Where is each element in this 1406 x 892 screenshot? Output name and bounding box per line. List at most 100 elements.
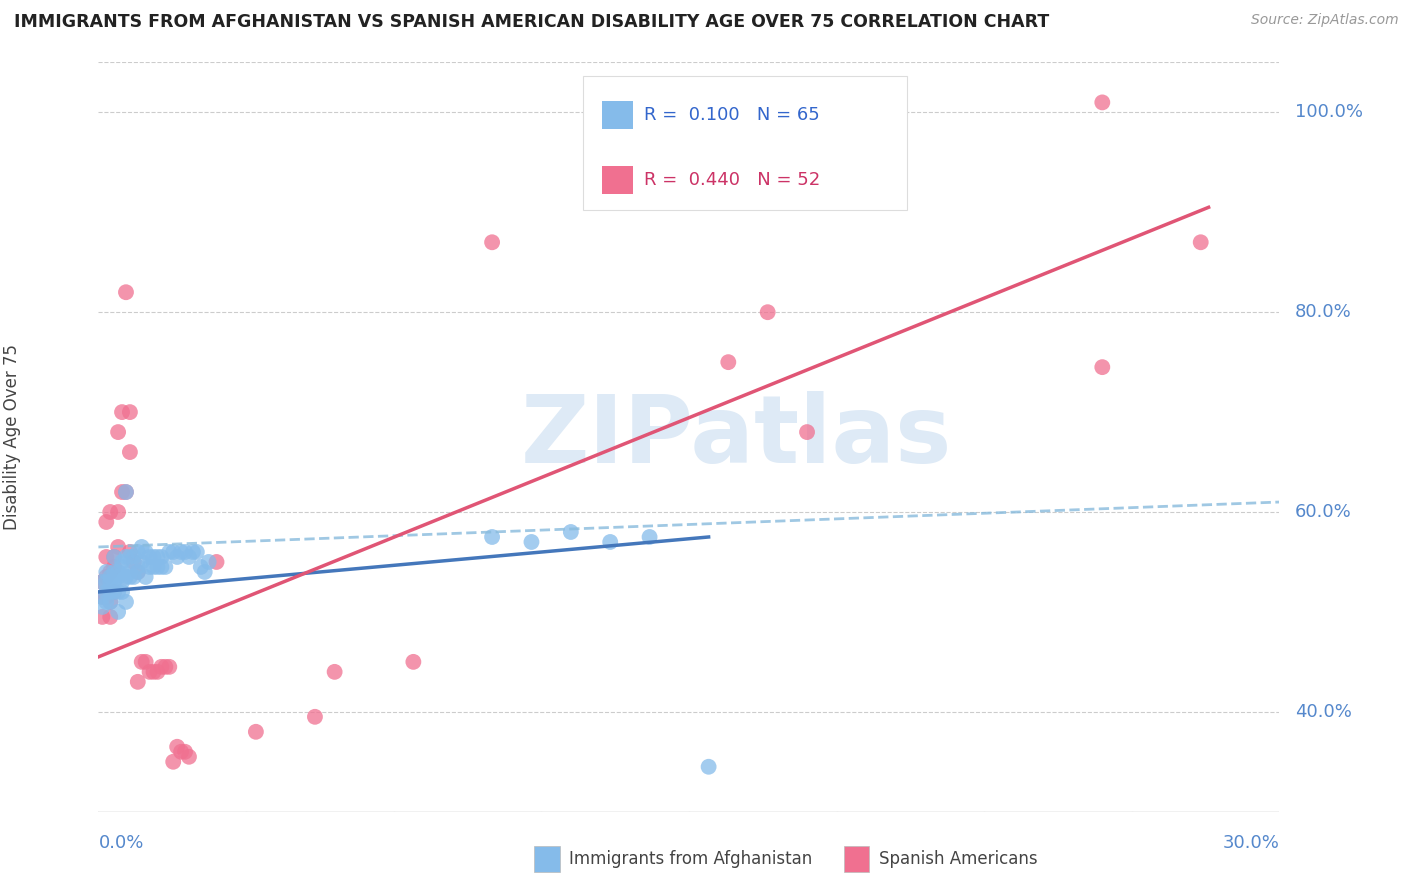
Point [107,540,129,554]
Point [115,570,138,584]
Point [96,515,118,529]
Point [157,660,180,674]
Text: 80.0%: 80.0% [1295,303,1353,321]
Point [138,549,160,564]
Point [103,549,125,564]
Point [96,585,118,599]
Point [111,485,134,500]
Point [115,285,138,300]
Point [131,655,153,669]
Point [103,585,125,599]
Point [170,745,193,759]
Point [174,545,197,559]
Point [157,545,180,559]
Point [91,574,114,589]
Point [96,574,118,589]
Point [638,530,661,544]
Point [135,570,157,584]
Point [127,674,149,689]
Point [304,710,326,724]
Point [150,660,173,674]
Point [98,505,121,519]
Point [131,540,153,554]
Point [98,570,121,584]
Point [402,655,425,669]
Point [118,565,141,579]
Point [122,570,145,584]
Point [118,545,141,559]
Point [162,755,184,769]
Point [135,545,157,559]
Point [142,665,165,679]
Point [91,574,114,589]
Point [115,595,138,609]
Point [146,549,169,564]
Point [107,505,129,519]
Point [118,445,141,459]
Point [245,724,267,739]
Point [481,235,503,250]
Point [131,555,153,569]
Point [205,555,228,569]
Point [96,595,118,609]
Point [127,565,149,579]
Point [98,595,121,609]
Point [323,665,346,679]
Point [98,585,121,599]
Point [560,524,582,539]
Point [127,545,149,559]
Point [122,549,145,564]
Text: 30.0%: 30.0% [1223,834,1279,852]
Point [111,405,134,419]
Point [91,590,114,604]
Text: 60.0%: 60.0% [1295,503,1353,521]
Point [481,530,503,544]
Point [127,565,149,579]
Point [103,549,125,564]
Text: Spanish Americans: Spanish Americans [879,850,1038,868]
Point [162,545,184,559]
Point [103,560,125,574]
Point [150,560,173,574]
Point [177,749,200,764]
Point [96,590,118,604]
Point [155,560,177,574]
Point [96,570,118,584]
Point [98,610,121,624]
Point [115,485,138,500]
Point [599,535,621,549]
Point [96,565,118,579]
Point [98,595,121,609]
Text: Immigrants from Afghanistan: Immigrants from Afghanistan [569,850,813,868]
Point [186,545,208,559]
Point [155,660,177,674]
Point [122,555,145,569]
Point [177,549,200,564]
Point [111,555,134,569]
Point [194,565,217,579]
Point [111,585,134,599]
Point [138,665,160,679]
Point [103,574,125,589]
Text: R =  0.440   N = 52: R = 0.440 N = 52 [644,171,820,189]
Point [107,565,129,579]
Point [135,655,157,669]
Point [118,549,141,564]
Point [697,760,720,774]
Point [98,574,121,589]
Text: 0.0%: 0.0% [98,834,143,852]
Text: 100.0%: 100.0% [1295,103,1364,121]
Point [142,560,165,574]
Point [91,599,114,614]
Point [170,545,193,559]
Point [1189,235,1212,250]
Point [103,565,125,579]
Point [118,405,141,419]
Point [98,565,121,579]
Point [146,665,169,679]
Point [107,425,129,439]
Point [91,610,114,624]
Point [181,545,204,559]
Text: R =  0.100   N = 65: R = 0.100 N = 65 [644,106,820,124]
Text: ZIPatlas: ZIPatlas [520,391,952,483]
